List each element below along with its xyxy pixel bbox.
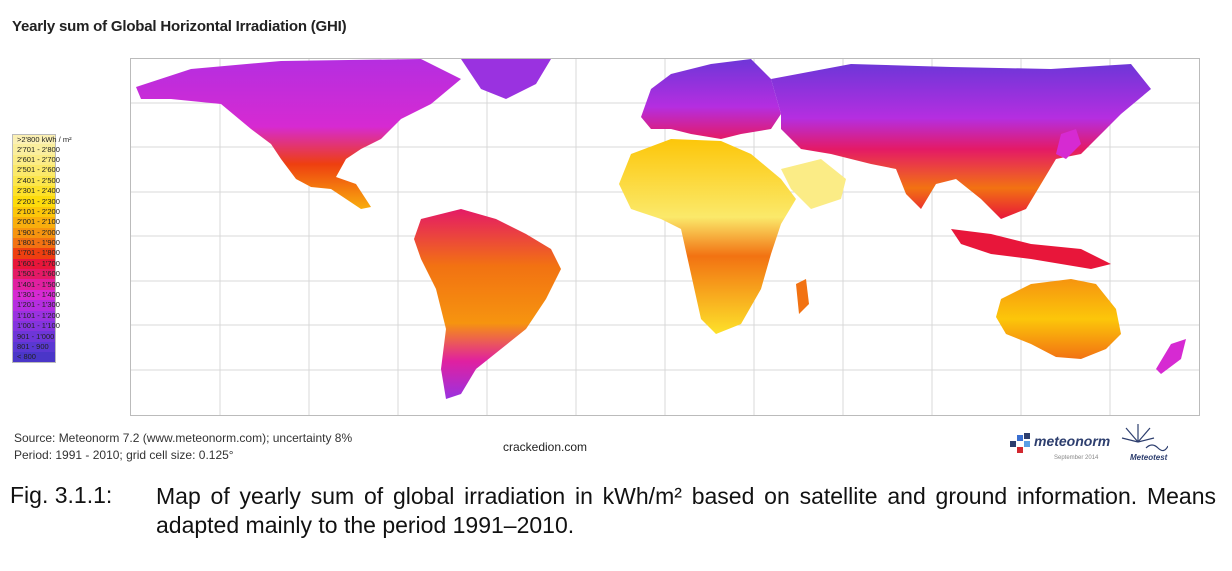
legend-label: 2'701 - 2'800: [17, 144, 60, 154]
indonesia-region: [951, 229, 1111, 269]
legend-label: 1'401 - 1'500: [17, 279, 60, 289]
legend-label: 2'501 - 2'600: [17, 165, 60, 175]
figure-caption: Map of yearly sum of global irradiation …: [156, 483, 1216, 538]
asia-region: [771, 64, 1151, 219]
legend-row: 2'101 - 2'200: [12, 206, 132, 218]
watermark-text: crackedion.com: [503, 440, 588, 454]
legend-row: 1'001 - 1'100: [12, 321, 132, 332]
legend-row: 2'201 - 2'300: [12, 196, 132, 207]
legend-row: < 800: [12, 351, 132, 363]
source-note: Source: Meteonorm 7.2 (www.meteonorm.com…: [14, 430, 352, 464]
legend-label: 1'001 - 1'100: [17, 321, 60, 331]
legend-label: 1'201 - 1'300: [17, 300, 60, 310]
legend-swatch: 1'801 - 1'900: [12, 237, 60, 249]
legend-row: 1'101 - 1'200: [12, 310, 132, 322]
japan-region: [1056, 129, 1081, 159]
legend-row: 1'601 - 1'700: [12, 258, 132, 270]
legend-swatch: 2'101 - 2'200: [12, 206, 60, 218]
legend-swatch: 2'601 - 2'700: [12, 154, 60, 166]
legend-swatch: 1'101 - 1'200: [12, 310, 60, 322]
legend-swatch: 1'701 - 1'800: [12, 248, 60, 259]
australia-region: [996, 279, 1121, 359]
legend-label: < 800: [17, 351, 36, 361]
legend-row: 1'701 - 1'800: [12, 248, 132, 259]
legend-label: 1'301 - 1'400: [17, 290, 60, 300]
legend-row: 1'201 - 1'300: [12, 300, 132, 311]
madagascar-region: [796, 279, 809, 314]
legend-swatch: 2'301 - 2'400: [12, 185, 60, 197]
legend-swatch: 2'201 - 2'300: [12, 196, 60, 207]
legend-label: 2'301 - 2'400: [17, 186, 60, 196]
world-map: [130, 58, 1200, 416]
legend-label: 801 - 900: [17, 342, 49, 351]
irradiation-legend: >2'800 kWh / m² 2'701 - 2'800 2'601 - 2'70…: [12, 134, 132, 363]
legend-swatch: 1'201 - 1'300: [12, 300, 60, 311]
meteonorm-logo: meteonorm September 2014: [1010, 431, 1110, 465]
legend-row: 801 - 900: [12, 341, 132, 353]
legend-row: 1'401 - 1'500: [12, 279, 132, 290]
new-zealand-region: [1156, 339, 1186, 374]
arabia-region: [781, 159, 846, 209]
map-title: Yearly sum of Global Horizontal Irradiat…: [12, 18, 347, 35]
legend-row: 1'801 - 1'900: [12, 237, 132, 249]
north-america-region: [136, 59, 461, 209]
legend-label: 2'001 - 2'100: [17, 217, 60, 227]
africa-region: [619, 139, 796, 334]
legend-row: 2'701 - 2'800: [12, 144, 132, 155]
legend-row: >2'800 kWh / m²: [12, 134, 132, 145]
legend-swatch: 1'401 - 1'500: [12, 279, 60, 290]
legend-swatch: 2'501 - 2'600: [12, 165, 60, 176]
figure-number: Fig. 3.1.1:: [10, 482, 113, 508]
legend-label: 1'801 - 1'900: [17, 238, 60, 248]
legend-swatch: 1'501 - 1'600: [12, 269, 60, 280]
legend-label: 1'601 - 1'700: [17, 258, 60, 268]
legend-swatch: 1'601 - 1'700: [12, 258, 60, 270]
legend-label: 1'701 - 1'800: [17, 248, 60, 258]
legend-swatch: 2'401 - 2'500: [12, 175, 60, 186]
legend-label: 901 - 1'000: [17, 331, 55, 341]
legend-row: 2'601 - 2'700: [12, 154, 132, 166]
legend-label: 1'101 - 1'200: [17, 310, 60, 320]
legend-row: 2'401 - 2'500: [12, 175, 132, 186]
legend-label: 1'501 - 1'600: [17, 269, 60, 279]
source-line-1: Source: Meteonorm 7.2 (www.meteonorm.com…: [14, 431, 353, 445]
legend-swatch: 801 - 900: [12, 341, 56, 353]
legend-label: 1'901 - 2'000: [17, 227, 60, 237]
legend-row: 2'001 - 2'100: [12, 217, 132, 228]
legend-row: 2'301 - 2'400: [12, 185, 132, 197]
meteonorm-dots-icon: [1010, 433, 1032, 455]
source-line-2: Period: 1991 - 2010; grid cell size: 0.1…: [14, 448, 234, 462]
legend-swatch: 1'301 - 1'400: [12, 289, 60, 301]
legend-row: 901 - 1'000: [12, 331, 132, 342]
legend-swatch: >2'800 kWh / m²: [12, 134, 72, 145]
legend-row: 1'901 - 2'000: [12, 227, 132, 238]
legend-row: 2'501 - 2'600: [12, 165, 132, 176]
meteonorm-name: meteonorm: [1034, 433, 1111, 449]
legend-label: 2'401 - 2'500: [17, 175, 60, 185]
legend-label: 2'101 - 2'200: [17, 206, 60, 216]
south-america-region: [414, 209, 561, 399]
legend-swatch: 1'001 - 1'100: [12, 321, 60, 332]
legend-swatch: 901 - 1'000: [12, 331, 56, 342]
europe-region: [641, 59, 781, 139]
meteonorm-date: September 2014: [1054, 455, 1099, 461]
meteotest-sun-icon: [1121, 424, 1169, 452]
legend-label: 2'601 - 2'700: [17, 154, 60, 164]
legend-swatch: 2'001 - 2'100: [12, 217, 60, 228]
legend-label: 2'201 - 2'300: [17, 196, 60, 206]
legend-label: >2'800 kWh / m²: [17, 134, 72, 144]
legend-swatch: < 800: [12, 351, 56, 363]
greenland-region: [461, 59, 551, 99]
meteotest-name: Meteotest: [1130, 453, 1168, 462]
world-map-graphic: [131, 59, 1199, 415]
legend-row: 1'501 - 1'600: [12, 269, 132, 280]
legend-swatch: 2'701 - 2'800: [12, 144, 60, 155]
legend-swatch: 1'901 - 2'000: [12, 227, 60, 238]
legend-row: 1'301 - 1'400: [12, 289, 132, 301]
meteotest-logo: Meteotest: [1118, 420, 1178, 466]
